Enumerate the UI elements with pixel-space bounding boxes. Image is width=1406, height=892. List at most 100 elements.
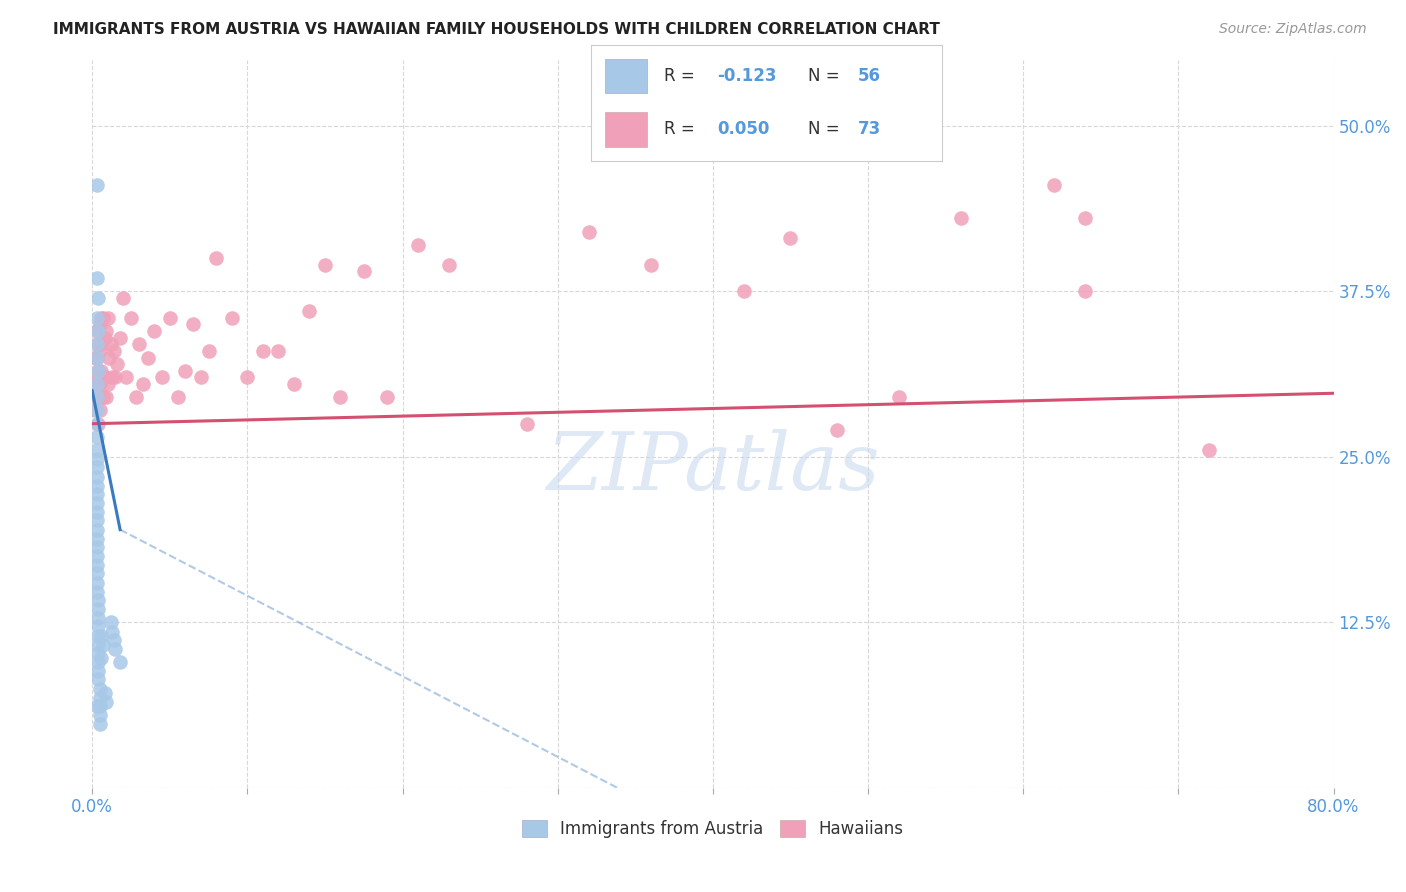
Point <box>89 318 111 332</box>
Point <box>86 430 108 444</box>
Point <box>86 513 108 527</box>
Point <box>132 376 155 391</box>
Point <box>375 390 398 404</box>
Point <box>86 351 108 365</box>
Point <box>89 403 111 417</box>
Point <box>104 370 127 384</box>
Point <box>86 390 108 404</box>
Point <box>779 231 801 245</box>
Point <box>105 357 128 371</box>
Point <box>86 452 108 467</box>
Point <box>86 496 108 510</box>
Point <box>86 376 108 391</box>
Point <box>1074 285 1097 299</box>
Point <box>89 343 111 358</box>
Point <box>314 258 336 272</box>
Point <box>87 417 110 431</box>
Point <box>87 364 110 378</box>
Point <box>87 646 110 660</box>
Point <box>136 351 159 365</box>
Point <box>87 629 110 643</box>
Point <box>91 310 114 325</box>
Point <box>437 258 460 272</box>
Point <box>143 324 166 338</box>
Point <box>86 549 108 563</box>
Text: ZIPatlas: ZIPatlas <box>546 429 880 506</box>
Text: R =: R = <box>664 67 700 85</box>
Point <box>166 390 188 404</box>
Point <box>86 523 108 537</box>
Point <box>128 337 150 351</box>
Point <box>90 651 112 665</box>
Point <box>252 343 274 358</box>
Point <box>112 291 135 305</box>
Point <box>221 310 243 325</box>
Point <box>86 271 108 285</box>
Point <box>87 291 110 305</box>
Point <box>87 592 110 607</box>
Point <box>86 585 108 599</box>
Point <box>87 619 110 633</box>
Point <box>93 331 115 345</box>
Text: 73: 73 <box>858 120 882 138</box>
Text: 0.050: 0.050 <box>717 120 769 138</box>
Point <box>236 370 259 384</box>
Point <box>640 258 662 272</box>
Point <box>267 343 290 358</box>
Point <box>87 364 110 378</box>
Point <box>86 351 108 365</box>
Point <box>103 343 125 358</box>
Point <box>159 310 181 325</box>
Text: N =: N = <box>808 67 845 85</box>
Point <box>89 717 111 731</box>
Point <box>89 681 111 696</box>
Point <box>205 251 228 265</box>
Point <box>86 505 108 519</box>
Point <box>174 364 197 378</box>
Point <box>329 390 352 404</box>
Legend: Immigrants from Austria, Hawaiians: Immigrants from Austria, Hawaiians <box>516 814 910 845</box>
Point <box>950 211 973 226</box>
Point <box>86 178 108 193</box>
Bar <box>605 112 647 146</box>
Point <box>86 479 108 493</box>
Point <box>86 390 108 404</box>
Point <box>406 238 429 252</box>
Point <box>90 364 112 378</box>
Point <box>86 460 108 475</box>
Point <box>1198 443 1220 458</box>
Point <box>97 310 120 325</box>
Point <box>108 655 131 669</box>
Point <box>86 403 108 417</box>
Point <box>86 469 108 483</box>
Point <box>101 370 124 384</box>
Point <box>190 370 212 384</box>
Point <box>91 390 114 404</box>
Point <box>94 695 117 709</box>
Point <box>86 310 108 325</box>
Text: R =: R = <box>664 120 700 138</box>
Point <box>94 390 117 404</box>
Point <box>93 685 115 699</box>
Point <box>86 540 108 554</box>
Point <box>86 417 108 431</box>
Point <box>104 641 127 656</box>
Point <box>86 487 108 501</box>
Point <box>86 443 108 458</box>
Point <box>86 370 108 384</box>
Point <box>578 225 600 239</box>
Point <box>86 558 108 573</box>
Point <box>1043 178 1066 193</box>
Point <box>89 690 111 705</box>
Point <box>98 351 121 365</box>
Point <box>97 376 120 391</box>
Text: IMMIGRANTS FROM AUSTRIA VS HAWAIIAN FAMILY HOUSEHOLDS WITH CHILDREN CORRELATION : IMMIGRANTS FROM AUSTRIA VS HAWAIIAN FAMI… <box>53 22 941 37</box>
Point <box>87 673 110 687</box>
Point <box>86 532 108 546</box>
Point <box>181 318 204 332</box>
Point <box>283 376 305 391</box>
Point <box>87 337 110 351</box>
Point <box>87 611 110 625</box>
Point <box>825 423 848 437</box>
Point <box>733 285 755 299</box>
